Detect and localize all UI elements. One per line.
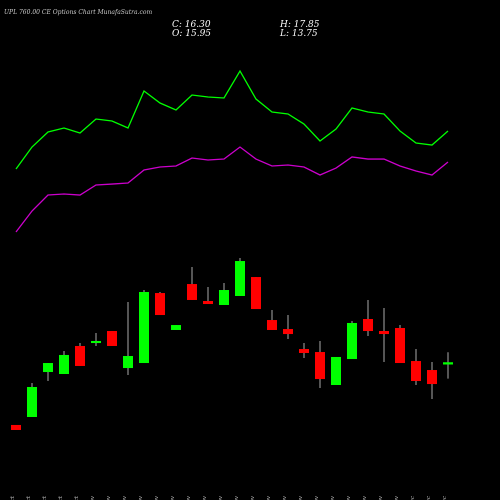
header-open: O: 15.95	[172, 29, 211, 39]
candle-body	[427, 370, 437, 385]
candle-body	[139, 292, 149, 364]
x-tick-label: 29 Oct	[42, 495, 48, 500]
chart-title: UPL 760.00 CE Options Chart MunafaSutra.…	[4, 9, 152, 16]
candle-body	[347, 322, 357, 360]
candle-body	[363, 318, 373, 332]
x-tick-label: 24 Nov	[330, 495, 336, 500]
candle-body	[11, 424, 21, 430]
header-low: L: 13.75	[279, 29, 318, 39]
candle-body	[187, 284, 197, 300]
x-tick-label: 21 Nov	[314, 495, 320, 500]
x-tick-label: 04 Nov	[106, 495, 112, 500]
candle-body	[395, 327, 405, 364]
x-tick-label: 13 Nov	[218, 495, 224, 500]
x-tick-label: 26 Nov	[362, 495, 368, 500]
candle-body	[251, 277, 261, 310]
candle-body	[331, 356, 341, 385]
candle-body	[283, 329, 293, 335]
candle-body	[443, 362, 453, 365]
candle-body	[75, 345, 85, 366]
x-tick-label: 06 Nov	[138, 495, 144, 500]
candle-body	[315, 352, 325, 380]
candle-body	[171, 325, 181, 330]
x-tick-label: 27 Oct	[10, 495, 16, 500]
candle-body	[155, 293, 165, 316]
candle-body	[267, 320, 277, 330]
x-tick-label: 30 Oct	[58, 495, 64, 500]
x-tick-label: 19 Nov	[282, 495, 288, 500]
candle-body	[379, 331, 389, 335]
header-high: H: 17.85	[279, 20, 320, 30]
x-tick-label: 27 Nov	[378, 495, 384, 500]
x-tick-label: 12 Nov	[202, 495, 208, 500]
x-tick-label: 10 Nov	[170, 495, 176, 500]
candle-body	[27, 386, 37, 418]
candle-body	[299, 349, 309, 353]
x-tick-label: 25 Nov	[346, 495, 352, 500]
candle-body	[219, 290, 229, 305]
x-tick-label: 17 Nov	[250, 495, 256, 500]
line	[15, 69, 449, 170]
x-tick-label: 04 Dec	[442, 496, 448, 500]
header-close: C: 16.30	[172, 20, 211, 30]
candle-body	[411, 361, 421, 382]
x-tick-label: 01 Dec	[410, 496, 416, 500]
x-tick-label: 14 Nov	[234, 495, 240, 500]
x-tick-label: 31 Oct	[74, 495, 80, 500]
x-tick-label: 07 Nov	[154, 495, 160, 500]
x-tick-label: 20 Nov	[298, 495, 304, 500]
x-tick-label: 11 Nov	[186, 495, 192, 500]
candle-body	[123, 356, 133, 369]
x-tick-label: 03 Nov	[90, 495, 96, 500]
x-tick-label: 02 Dec	[426, 496, 432, 500]
candle-body	[91, 340, 101, 344]
candle-body	[235, 261, 245, 296]
candle-body	[203, 301, 213, 305]
candle-body	[59, 354, 69, 375]
x-tick-label: 28 Nov	[394, 495, 400, 500]
x-tick-label: 28 Oct	[26, 495, 32, 500]
x-tick-label: 06 Nov	[122, 495, 128, 500]
candle-body	[43, 363, 53, 373]
line	[15, 146, 449, 233]
candle-body	[107, 331, 117, 346]
x-tick-label: 18 Nov	[266, 495, 272, 500]
